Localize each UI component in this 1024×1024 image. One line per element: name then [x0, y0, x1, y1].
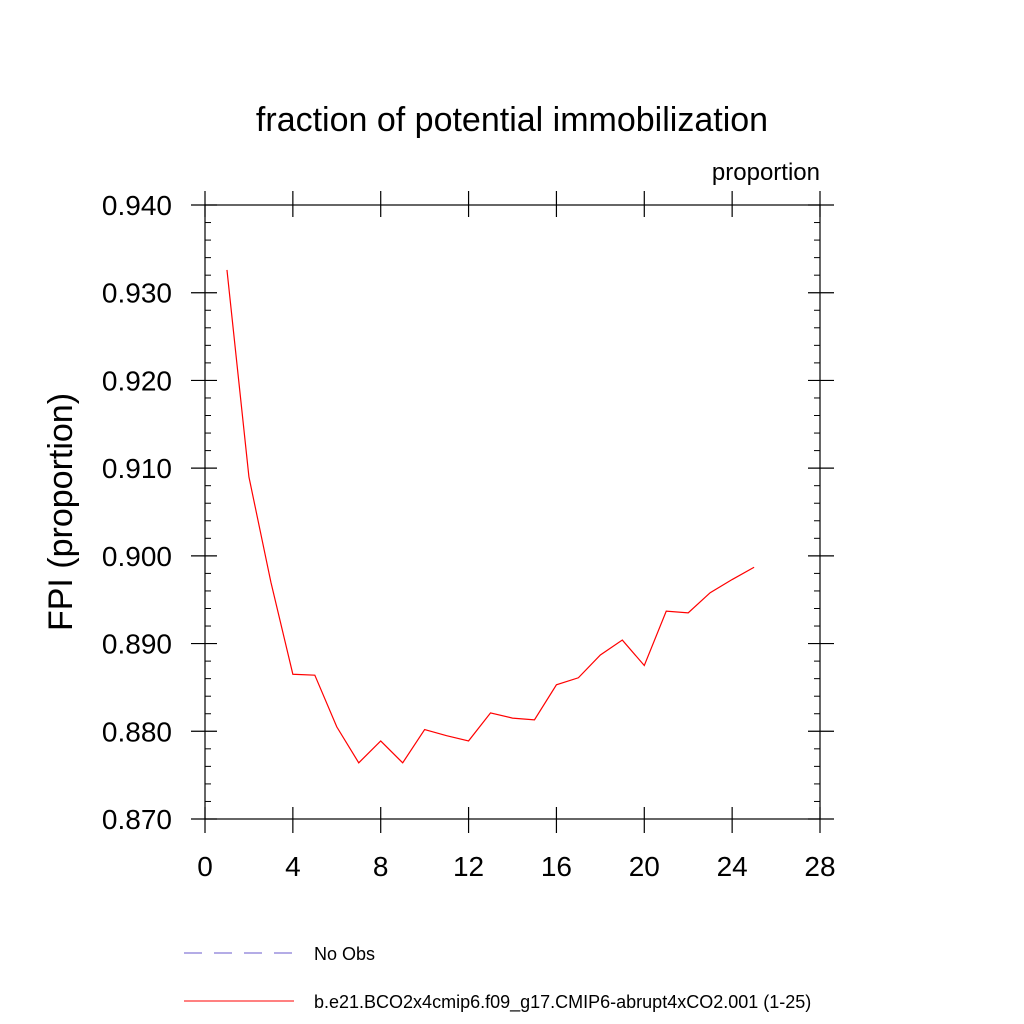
tick-marks: [191, 191, 834, 833]
series-line: [226, 269, 755, 764]
y-tick-label: 0.930: [102, 278, 172, 309]
x-tick-labels: 0 4 8 12 16 20 24 28: [197, 851, 835, 882]
legend-label: b.e21.BCO2x4cmip6.f09_g17.CMIP6-abrupt4x…: [314, 992, 811, 1013]
x-tick-label: 24: [717, 851, 748, 882]
x-tick-label: 20: [629, 851, 660, 882]
legend-label: No Obs: [314, 944, 375, 964]
y-axis-label: FPI (proportion): [42, 393, 80, 631]
y-tick-label: 0.940: [102, 190, 172, 221]
y-tick-label: 0.880: [102, 716, 172, 747]
x-tick-label: 0: [197, 851, 213, 882]
y-tick-label: 0.910: [102, 453, 172, 484]
data-series: [226, 269, 755, 764]
x-tick-label: 12: [453, 851, 484, 882]
y-tick-label: 0.890: [102, 629, 172, 660]
x-tick-label: 4: [285, 851, 301, 882]
y-tick-label: 0.920: [102, 365, 172, 396]
y-tick-label: 0.870: [102, 804, 172, 835]
units-label: proportion: [712, 159, 820, 186]
chart-title: fraction of potential immobilization: [256, 101, 768, 139]
y-tick-label: 0.900: [102, 541, 172, 572]
plot-frame: [204, 204, 821, 820]
legend: No Obs b.e21.BCO2x4cmip6.f09_g17.CMIP6-ab…: [184, 944, 811, 1013]
x-tick-label: 16: [541, 851, 572, 882]
x-tick-label: 28: [804, 851, 835, 882]
y-tick-labels: 0.870 0.880 0.890 0.900 0.910 0.920 0.930 0.940: [102, 190, 172, 835]
x-tick-label: 8: [373, 851, 389, 882]
